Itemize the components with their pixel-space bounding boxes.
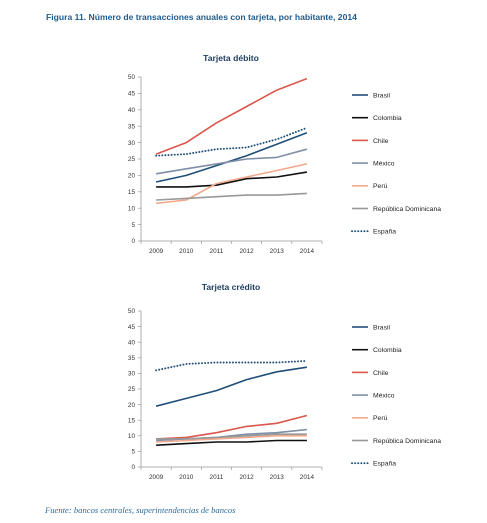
x-tick-label: 2013 (270, 474, 285, 481)
legend-label-republica-dominicana: República Dominicana (373, 206, 441, 213)
y-tick-label: 0 (131, 238, 135, 245)
legend-label-colombia: Colombia (373, 347, 402, 354)
y-tick-label: 50 (128, 74, 136, 81)
y-tick-label: 30 (128, 371, 136, 378)
y-tick-label: 25 (128, 156, 136, 163)
x-tick-label: 2012 (239, 248, 254, 255)
series-line-colombia (156, 171, 308, 188)
x-tick-label: 2012 (239, 474, 254, 481)
legend-label-brasil: Brasil (373, 92, 390, 99)
legend-label-mexico: México (373, 161, 395, 168)
legend-label-chile: Chile (373, 138, 389, 145)
y-tick-label: 5 (131, 449, 135, 456)
y-tick-label: 15 (128, 189, 136, 196)
legend-label-espana: España (373, 229, 396, 236)
y-tick-label: 35 (128, 355, 136, 362)
series-line-republica-dominicana (156, 192, 307, 201)
series-line-chile (156, 414, 308, 440)
series-line-peru (156, 163, 308, 205)
series-line-chile (155, 77, 308, 155)
legend-label-peru: Perú (373, 415, 388, 422)
x-tick-label: 2009 (149, 248, 164, 255)
x-tick-label: 2010 (179, 248, 194, 255)
legend-label-peru: Perú (373, 183, 388, 190)
y-tick-label: 35 (128, 123, 136, 130)
chart-title: Tarjeta débito (203, 53, 259, 63)
chart-1: Tarjeta débito 0 5 10 15 20 25 30 35 40 45 50 2009 20… (128, 53, 441, 255)
x-tick-label: 2013 (270, 248, 285, 255)
y-tick-label: 50 (128, 308, 136, 315)
y-tick-label: 30 (128, 140, 136, 147)
legend-label-chile: Chile (373, 370, 389, 377)
y-tick-label: 0 (131, 464, 135, 471)
series-line-republica-dominicana (156, 433, 307, 440)
legend-label-republica-dominicana: República Dominicana (373, 438, 441, 445)
series-line-espana (155, 359, 308, 372)
legend-label-brasil: Brasil (373, 324, 390, 331)
y-tick-label: 40 (128, 107, 136, 114)
x-tick-label: 2014 (300, 474, 315, 481)
series-line-mexico (155, 148, 308, 175)
chart-title: Tarjeta crédito (202, 282, 261, 292)
y-tick-label: 10 (128, 205, 136, 212)
legend-label-espana: España (373, 461, 396, 468)
chart-2: Tarjeta crédito 0 5 10 15 20 25 30 35 40 45 50 2009 2… (128, 282, 441, 481)
x-tick-label: 2011 (210, 474, 224, 481)
series-line-brasil (155, 366, 308, 407)
y-tick-label: 40 (128, 339, 136, 346)
y-tick-label: 25 (128, 386, 136, 393)
y-tick-label: 20 (128, 402, 136, 409)
y-tick-label: 20 (128, 173, 136, 180)
x-tick-label: 2014 (300, 248, 315, 255)
series-line-peru (156, 434, 307, 443)
y-tick-label: 15 (128, 417, 136, 424)
series-line-brasil (155, 132, 308, 183)
x-tick-label: 2010 (179, 474, 194, 481)
x-tick-label: 2011 (210, 248, 224, 255)
series-line-colombia (156, 439, 307, 446)
y-tick-label: 10 (128, 433, 136, 440)
source-note: Fuente: bancos centrales, superintendenc… (45, 505, 236, 515)
y-tick-label: 45 (128, 91, 136, 98)
x-tick-label: 2009 (149, 474, 164, 481)
legend-label-mexico: México (373, 393, 395, 400)
series-line-espana (155, 126, 308, 157)
y-tick-label: 5 (131, 222, 135, 229)
figure-title: Figura 11. Número de transacciones anual… (46, 12, 357, 22)
legend-label-colombia: Colombia (373, 115, 402, 122)
y-tick-label: 45 (128, 324, 136, 331)
